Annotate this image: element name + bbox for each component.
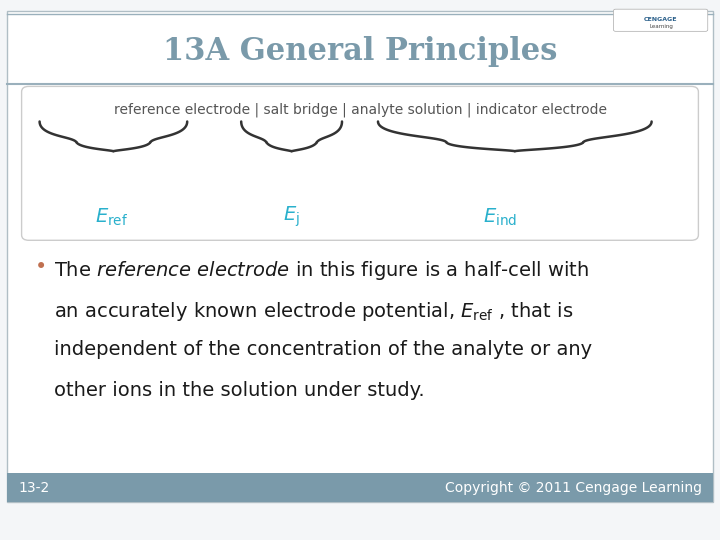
- Text: CENGAGE: CENGAGE: [644, 17, 678, 22]
- FancyBboxPatch shape: [613, 9, 708, 31]
- Text: The $\mathit{reference\ electrode}$ in this figure is a half-cell with: The $\mathit{reference\ electrode}$ in t…: [54, 259, 589, 282]
- Text: independent of the concentration of the analyte or any: independent of the concentration of the …: [54, 340, 592, 359]
- Text: $\mathit{E}_{\mathregular{ref}}$: $\mathit{E}_{\mathregular{ref}}$: [95, 206, 128, 228]
- Text: reference electrode | salt bridge | analyte solution | indicator electrode: reference electrode | salt bridge | anal…: [114, 103, 606, 117]
- FancyBboxPatch shape: [7, 11, 713, 502]
- Text: an accurately known electrode potential, $\mathit{E}_{\mathregular{ref}}$ , that: an accurately known electrode potential,…: [54, 300, 573, 323]
- Text: $\mathit{E}_{\mathregular{j}}$: $\mathit{E}_{\mathregular{j}}$: [283, 205, 300, 230]
- Text: 13-2: 13-2: [18, 481, 49, 495]
- Bar: [7, 472, 713, 502]
- Text: •: •: [35, 256, 47, 276]
- Text: 13A General Principles: 13A General Principles: [163, 36, 557, 67]
- Text: other ions in the solution under study.: other ions in the solution under study.: [54, 381, 425, 400]
- Text: $\mathit{E}_{\mathregular{ind}}$: $\mathit{E}_{\mathregular{ind}}$: [483, 206, 518, 228]
- FancyBboxPatch shape: [22, 86, 698, 240]
- Text: Copyright © 2011 Cengage Learning: Copyright © 2011 Cengage Learning: [445, 481, 702, 495]
- Text: Learning: Learning: [649, 24, 673, 29]
